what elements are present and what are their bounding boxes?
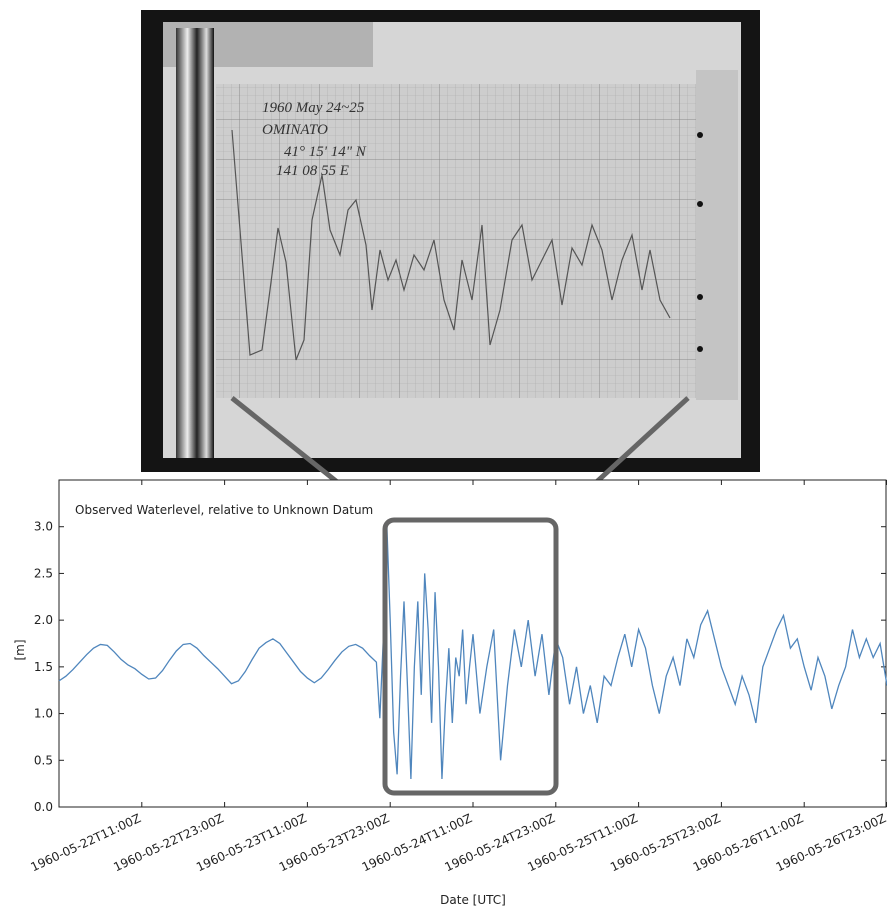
- photo-annotation: OMINATO: [262, 122, 328, 138]
- y-tick-label: 0.5: [34, 753, 53, 767]
- photo-annotation: 141 08 55 E: [276, 163, 349, 179]
- y-tick-label: 2.0: [34, 613, 53, 627]
- grid-coarse: [216, 84, 696, 398]
- line-series: [58, 522, 887, 779]
- right-roller: [696, 70, 738, 400]
- legend-label: Observed Waterlevel, relative to Unknown…: [75, 503, 373, 517]
- y-tick-label: 2.5: [34, 566, 53, 580]
- pins: [697, 132, 703, 352]
- left-roller: [176, 28, 214, 458]
- x-axis-label: Date [UTC]: [440, 893, 506, 907]
- photo-annotation: 1960 May 24~25: [262, 100, 365, 116]
- y-tick-label: 0.0: [34, 800, 53, 814]
- photo: 1960 May 24~25 OMINATO 41° 15' 14" N 141…: [141, 10, 760, 472]
- zoom-box: [382, 517, 559, 796]
- y-tick-label: 1.5: [34, 660, 53, 674]
- y-tick-label: 1.0: [34, 707, 53, 721]
- y-tick-label: 3.0: [34, 520, 53, 534]
- gauge-trace: [231, 129, 671, 361]
- plot: 0.00.51.01.52.02.53.01960-05-22T11:00Z19…: [13, 479, 887, 907]
- y-axis-label: [m]: [13, 639, 27, 660]
- photo-annotation: 41° 15' 14" N: [284, 144, 367, 160]
